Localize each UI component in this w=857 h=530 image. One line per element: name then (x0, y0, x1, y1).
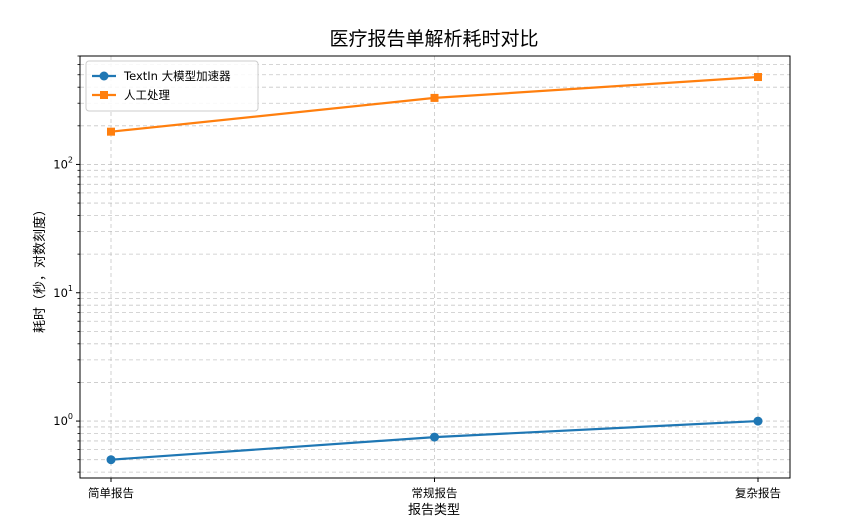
grid (80, 55, 790, 478)
point-s1-0 (107, 127, 115, 136)
legend-label-1: 人工处理 (124, 88, 170, 102)
point-s0-0 (106, 455, 116, 465)
y-tick-label-0: 100 (53, 412, 73, 428)
x-tick-label-1: 常规报告 (412, 486, 458, 500)
x-axis-label: 报告类型 (408, 503, 460, 518)
x-tick-label-2: 复杂报告 (735, 486, 781, 500)
x-tick-label-0: 简单报告 (88, 486, 134, 500)
series-layer (106, 73, 763, 465)
y-tick-label-1: 101 (53, 284, 73, 300)
point-s1-1 (430, 93, 439, 102)
legend-label-0: TextIn 大模型加速器 (123, 69, 231, 83)
point-s0-1 (430, 432, 439, 442)
y-tick-label-2: 102 (53, 155, 73, 171)
plot-frame (79, 55, 791, 479)
chart-title: 医疗报告单解析耗时对比 (329, 28, 538, 50)
axes: 100 101 102 简单报告 常规报告 复杂报告 (53, 55, 791, 500)
y-axis-label: 耗时（秒，对数刻度） (32, 203, 48, 333)
point-s1-2 (754, 73, 762, 82)
point-s0-2 (753, 416, 763, 426)
legend-marker-1 (100, 91, 108, 99)
legend-box (85, 60, 259, 112)
legend-marker-0 (99, 71, 109, 81)
